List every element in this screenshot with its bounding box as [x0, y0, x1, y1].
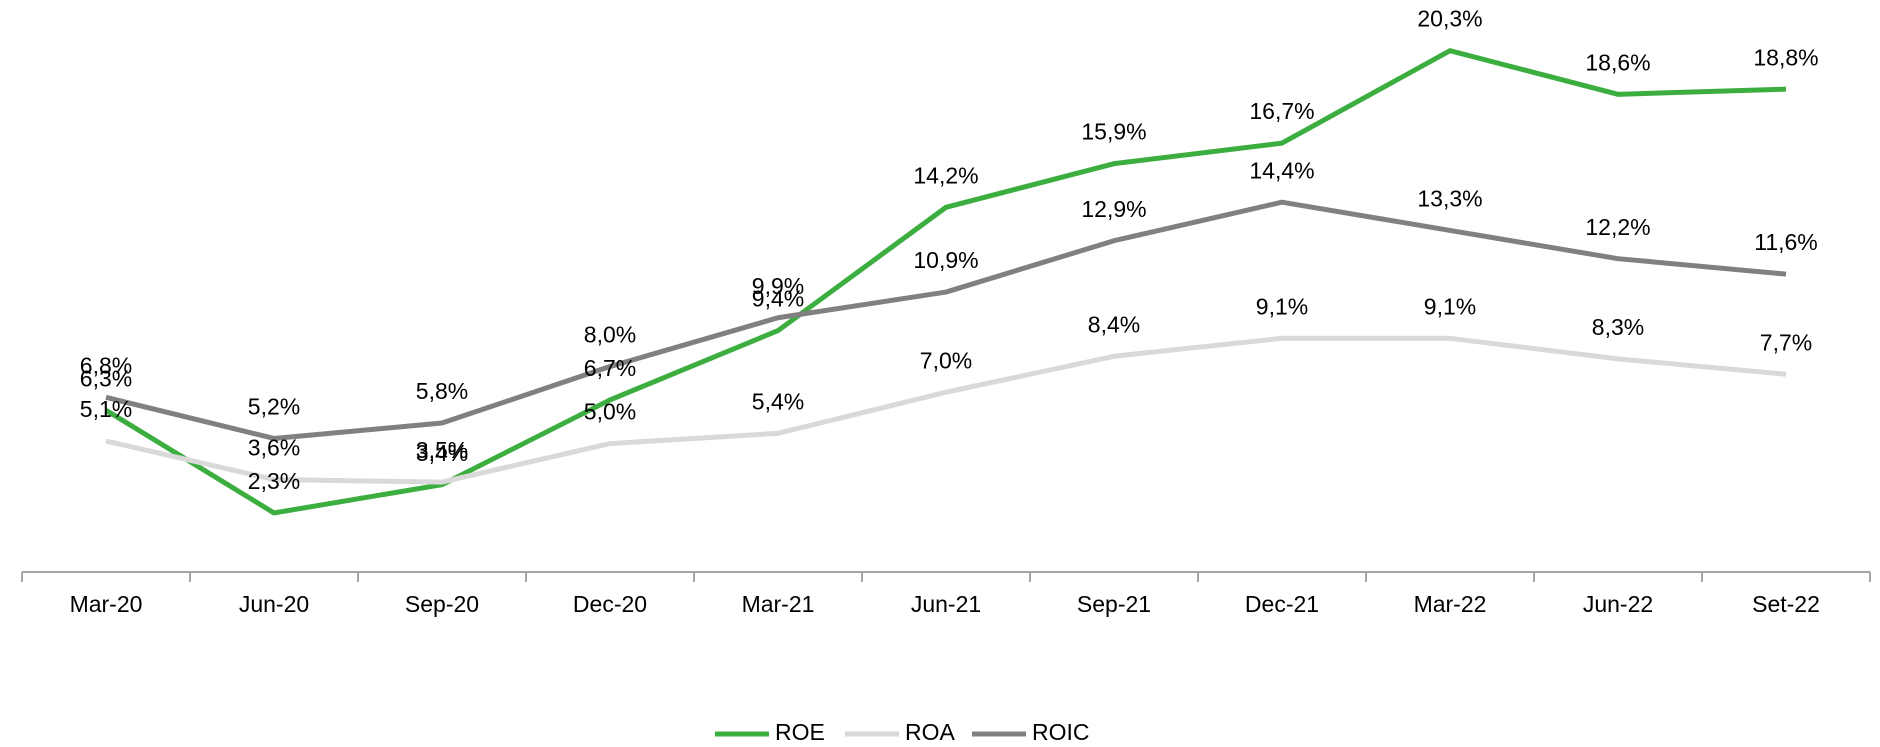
data-label: 3,4% — [416, 440, 468, 466]
series-line — [105, 199, 1787, 441]
data-label: 13,3% — [1417, 186, 1482, 212]
data-label: 3,5% — [416, 437, 468, 463]
data-label: 11,6% — [1754, 229, 1818, 255]
data-label: 8,0% — [584, 322, 636, 348]
legend-label: ROA — [905, 719, 956, 745]
data-label: 9,1% — [1256, 293, 1308, 319]
data-label: 12,2% — [1585, 214, 1650, 240]
x-tick-label: Jun-20 — [239, 591, 309, 617]
data-label: 7,0% — [920, 347, 972, 373]
x-tick-label: Dec-20 — [573, 591, 647, 617]
data-label: 6,3% — [80, 365, 132, 391]
data-label: 8,3% — [1592, 314, 1644, 340]
data-label: 14,4% — [1249, 157, 1314, 183]
x-tick-label: Jun-21 — [911, 591, 981, 617]
data-label: 5,2% — [248, 394, 300, 420]
data-label: 5,0% — [584, 399, 636, 425]
data-label: 15,9% — [1081, 119, 1146, 145]
data-label: 9,9% — [752, 273, 804, 299]
data-label: 7,7% — [1760, 329, 1812, 355]
data-label: 2,3% — [248, 468, 300, 494]
data-label: 10,9% — [913, 247, 978, 273]
x-tick-label: Mar-22 — [1414, 591, 1487, 617]
x-tick-label: Sep-21 — [1077, 591, 1151, 617]
x-tick-label: Dec-21 — [1245, 591, 1319, 617]
data-label: 6,8% — [80, 352, 132, 378]
x-tick-label: Sep-20 — [405, 591, 479, 617]
data-label: 18,8% — [1753, 44, 1818, 70]
legend-label: ROIC — [1032, 719, 1090, 745]
data-label: 16,7% — [1249, 98, 1314, 124]
data-label: 3,6% — [248, 435, 300, 461]
data-label: 8,4% — [1088, 311, 1140, 337]
data-label: 5,1% — [80, 396, 132, 422]
series-line — [105, 335, 1787, 485]
data-label: 12,9% — [1081, 196, 1146, 222]
data-label: 14,2% — [913, 162, 978, 188]
data-label: 18,6% — [1585, 49, 1650, 75]
data-label: 5,8% — [416, 378, 468, 404]
x-tick-label: Set-22 — [1752, 591, 1820, 617]
data-label: 6,7% — [584, 355, 636, 381]
x-tick-label: Mar-20 — [70, 591, 143, 617]
data-label: 20,3% — [1417, 6, 1482, 32]
series-line — [104, 48, 1787, 516]
data-label: 5,4% — [752, 388, 804, 414]
legend-label: ROE — [775, 719, 825, 745]
data-label: 9,1% — [1424, 293, 1476, 319]
x-tick-label: Mar-21 — [742, 591, 815, 617]
data-label: 9,4% — [752, 286, 804, 312]
x-tick-label: Jun-22 — [1583, 591, 1653, 617]
